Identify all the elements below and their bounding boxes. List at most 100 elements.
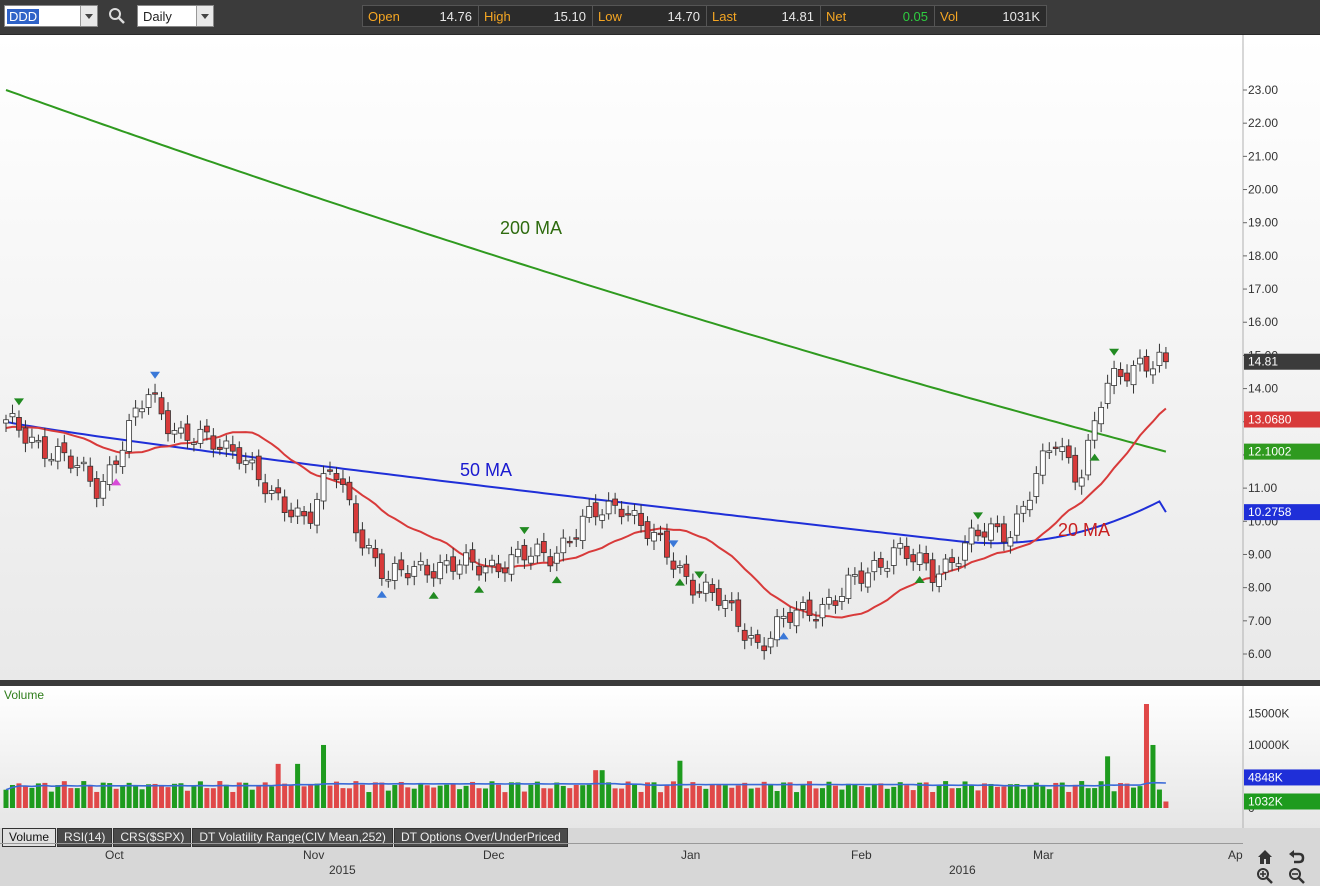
volume-bar[interactable] (308, 784, 314, 808)
volume-bar[interactable] (1085, 788, 1091, 808)
volume-bar[interactable] (1020, 789, 1026, 808)
candle[interactable] (573, 528, 580, 547)
volume-bar[interactable] (599, 770, 605, 808)
volume-bar[interactable] (774, 791, 780, 808)
volume-bar[interactable] (392, 785, 398, 808)
candle[interactable] (806, 591, 813, 622)
volume-bar[interactable] (372, 782, 378, 808)
candle[interactable] (761, 637, 768, 660)
candle[interactable] (450, 547, 457, 580)
candle[interactable] (547, 548, 554, 572)
candle[interactable] (1137, 349, 1143, 372)
search-icon[interactable] (108, 7, 126, 25)
volume-bar[interactable] (81, 781, 87, 808)
volume-bar[interactable] (683, 788, 689, 808)
volume-bar[interactable] (645, 782, 651, 808)
volume-bar[interactable] (1040, 785, 1046, 808)
candle[interactable] (119, 441, 126, 474)
volume-bar[interactable] (956, 788, 962, 808)
candle[interactable] (1150, 361, 1156, 384)
volume-bar[interactable] (632, 784, 638, 808)
volume-bar[interactable] (826, 781, 832, 808)
candle[interactable] (813, 611, 819, 629)
candle[interactable] (1039, 443, 1046, 485)
volume-bar[interactable] (1066, 791, 1072, 808)
candle[interactable] (1124, 364, 1130, 387)
candle[interactable] (741, 623, 748, 650)
volume-bar[interactable] (781, 782, 787, 808)
volume-bar[interactable] (910, 790, 916, 808)
volume-bar[interactable] (295, 763, 301, 808)
candle[interactable] (171, 422, 178, 443)
volume-bar[interactable] (321, 744, 327, 808)
candle[interactable] (378, 548, 385, 586)
volume-bar[interactable] (165, 787, 171, 808)
candle[interactable] (476, 558, 482, 581)
candle[interactable] (1143, 349, 1150, 378)
candle[interactable] (385, 570, 392, 588)
candle[interactable] (54, 438, 61, 470)
candle[interactable] (41, 427, 48, 468)
volume-bar[interactable] (794, 792, 800, 808)
volume-bar[interactable] (457, 789, 463, 808)
candle[interactable] (625, 505, 631, 522)
candle[interactable] (890, 539, 897, 575)
volume-bar[interactable] (74, 788, 80, 808)
candle[interactable] (1156, 343, 1163, 373)
candle[interactable] (314, 492, 320, 534)
volume-bar[interactable] (573, 784, 579, 808)
candle[interactable] (780, 607, 787, 628)
candle[interactable] (942, 554, 949, 581)
volume-bar[interactable] (1079, 781, 1085, 808)
volume-bar[interactable] (35, 783, 41, 808)
volume-bar[interactable] (483, 788, 489, 808)
candle[interactable] (327, 461, 333, 476)
volume-bar[interactable] (807, 781, 813, 808)
volume-bar[interactable] (800, 784, 806, 808)
candle[interactable] (839, 587, 845, 610)
indicator-tab[interactable]: CRS($SPX) (113, 828, 192, 847)
candle[interactable] (1046, 442, 1053, 460)
volume-bar[interactable] (884, 788, 890, 808)
volume-bar[interactable] (813, 788, 819, 808)
candle[interactable] (35, 434, 42, 449)
volume-bar[interactable] (515, 782, 521, 808)
candle[interactable] (515, 540, 521, 564)
volume-bar[interactable] (139, 789, 145, 808)
volume-bar[interactable] (1092, 788, 1098, 808)
candle[interactable] (579, 509, 586, 550)
volume-bar[interactable] (768, 784, 774, 808)
volume-bar[interactable] (748, 788, 754, 808)
volume-bar[interactable] (243, 782, 249, 808)
volume-bar[interactable] (100, 782, 106, 808)
candle[interactable] (988, 517, 994, 549)
candle[interactable] (1085, 434, 1092, 481)
volume-bar[interactable] (1053, 782, 1059, 808)
volume-bar[interactable] (1111, 791, 1117, 808)
volume-bar[interactable] (619, 788, 625, 808)
volume-bar[interactable] (528, 784, 534, 808)
volume-bar[interactable] (236, 782, 242, 808)
candle[interactable] (353, 495, 359, 542)
candle[interactable] (540, 532, 547, 562)
candle[interactable] (975, 524, 981, 542)
candle[interactable] (3, 414, 9, 433)
volume-bar[interactable] (1072, 784, 1078, 808)
volume-bar[interactable] (1059, 782, 1065, 808)
volume-chart[interactable]: Volume15000K10000K5000K04848K1032K (0, 686, 1320, 828)
volume-bar[interactable] (735, 785, 741, 808)
candle[interactable] (709, 578, 716, 601)
candle[interactable] (437, 554, 444, 585)
candle[interactable] (100, 474, 107, 506)
candle[interactable] (139, 400, 145, 419)
candle[interactable] (1091, 411, 1098, 449)
volume-bar[interactable] (638, 791, 644, 808)
candle[interactable] (430, 563, 437, 587)
candle[interactable] (372, 539, 379, 567)
candle[interactable] (877, 551, 884, 575)
candle[interactable] (67, 449, 74, 474)
volume-bar[interactable] (593, 770, 599, 808)
volume-bar[interactable] (852, 784, 858, 808)
volume-bar[interactable] (184, 790, 190, 808)
candle[interactable] (949, 548, 955, 572)
